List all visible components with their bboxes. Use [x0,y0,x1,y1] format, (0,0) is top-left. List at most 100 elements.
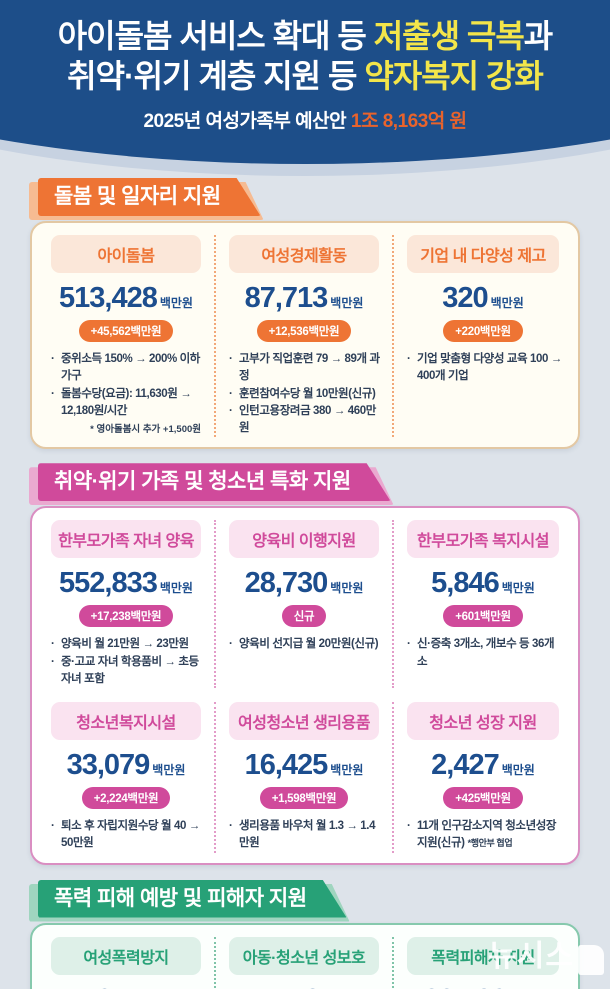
title-line-2: 취약·위기 계층 지원 등 약자복지 강화 [67,58,544,94]
amount-value: 320 [442,282,488,314]
card-amount: 5,518백만원 [223,984,385,989]
bullet-list: · 양육비 선지급 월 20만원(신규) [223,636,385,653]
card-title: 청소년 성장 지원 [407,702,559,740]
header-navy-background [0,0,610,164]
section-vulnerable-families-youth-ribbon: 취약·위기 가족 및 청소년 특화 지원 [38,463,391,501]
card-youth-welfare-facilities: 청소년복지시설 33,079 백만원 +2,224백만원 · 퇴소 후 자립지원수당… [38,702,216,853]
card-women-economic-activity: 여성경제활동 87,713 백만원 +12,536백만원 · 고부가 직업훈련 79… [216,235,394,438]
section-care-and-jobs-ribbon: 돌봄 및 일자리 지원 [38,178,261,216]
bullet-list: · 기업 맞춤형 다양성 교육 100 → 400개 기업 [401,351,565,386]
card-child-youth-sexual-protection: 아동·청소년 성보호 5,518백만원 +115백만원 ·아동·청소년 온라인성… [216,936,394,989]
bullet-item: · 중·고교 자녀 학용품비 → 초등 자녀 포함 [51,655,199,685]
amount-value: 82,580 [424,984,508,989]
section-care-and-jobs: 돌봄 및 일자리 지원 아이돌봄 513,428 백만원 +45,562백만원 ·… [30,178,580,450]
amount-unit: 백만원 [330,296,364,310]
delta-badge: +12,536백만원 [256,320,352,342]
bullet-item: · 기업 맞춤형 다양성 교육 100 → 400개 기업 [407,353,562,383]
card-amount: 2,427 백만원 [401,749,565,782]
card-title: 한부모가족 복지시설 [407,520,559,559]
new-badge: 신규 [281,605,327,628]
card-amount: 28,730 백만원 [223,567,385,600]
section-violence-prevention-panel: 여성폭력방지 4,054백만원 +639백만원 ·교제폭력, 스토킹, 성적허위… [30,922,580,989]
amount-unit: 백만원 [330,581,364,596]
newsis-logo-icon [578,945,604,975]
amount-value: 33,079 [66,749,151,781]
bullet-list: · 신·증축 3개소, 개보수 등 36개소 [401,636,565,671]
card-amount: 320 백만원 [401,282,565,315]
section-title: 취약·위기 가족 및 청소년 특화 지원 [38,463,391,501]
card-amount: 4,054백만원 [45,984,207,989]
header-banner: 아이돌봄 서비스 확대 등 저출생 극복과 취약·위기 계층 지원 등 약자복지… [0,0,610,178]
bullet-list: · 양육비 월 21만원 → 23만원 · 중·고교 자녀 학용품비 → 초등 자녀… [45,636,207,688]
bullet-list: · 생리용품 바우처 월 1.3 → 1.4만원 [223,818,385,853]
card-single-parent-child-rearing: 한부모가족 자녀 양육 552,833 백만원 +17,238백만원 · 양육비 월… [38,520,216,688]
amount-value: 87,713 [244,282,329,314]
delta-badge: +2,224백만원 [81,787,171,809]
amount-unit: 백만원 [501,763,535,777]
amount-value: 2,427 [431,749,500,781]
delta-badge: +220백만원 [443,320,523,342]
amount-value: 16,425 [244,749,329,781]
bullet-item: · 퇴소 후 자립지원수당 월 40 → 50만원 [51,820,200,850]
bullet-item: · 양육비 선지급 월 20만원(신규) [229,638,379,651]
main-title: 아이돌봄 서비스 확대 등 저출생 극복과 취약·위기 계층 지원 등 약자복지… [0,16,610,96]
bullet-item: · 돌봄수당(요금): 11,630원 → 12,180원/시간 [51,387,192,417]
card-child-care: 아이돌봄 513,428 백만원 +45,562백만원 · 중위소득 150% → … [38,235,216,438]
card-amount: 87,713 백만원 [223,282,385,315]
card-title: 청소년복지시설 [51,702,201,740]
card-amount: 82,580백만원 [401,984,565,989]
card-title: 한부모가족 자녀 양육 [51,520,201,559]
card-footnote: * 영아돌봄시 추가 +1,500원 [90,424,201,435]
bullet-list: · 퇴소 후 자립지원수당 월 40 → 50만원 [45,818,207,853]
bullet-list: · 중위소득 150% → 200% 이하 가구 · 돌봄수당(요금): 11,63… [45,351,207,420]
amount-value: 513,428 [59,282,158,314]
amount-unit: 백만원 [159,581,193,596]
card-child-support-enforcement: 양육비 이행지원 28,730 백만원 신규 · 양육비 선지급 월 20만원(신규… [216,520,394,688]
amount-value: 4,054 [74,984,143,989]
amount-value: 5,846 [431,567,500,600]
section-vulnerable-families-youth: 취약·위기 가족 및 청소년 특화 지원 한부모가족 자녀 양육 552,833… [30,463,580,865]
card-youth-growth-support: 청소년 성장 지원 2,427 백만원 +425백만원 · 11개 인구감소지역 청… [394,702,572,853]
bullet-item: · 고부가 직업훈련 79 → 89개 과정 [229,353,380,383]
newsis-watermark: 뉴시스 [488,931,604,975]
card-title: 여성폭력방지 [51,936,201,975]
watermark-text: 뉴시스 [488,940,574,973]
title-highlight-low-birth: 저출생 극복 [373,18,525,54]
bullet-item: · 중위소득 150% → 200% 이하 가구 [51,353,200,383]
card-title: 폭력피해자 지원 [407,936,559,975]
budget-subtitle: 2025년 여성가족부 예산안 1조 8,163억 원 [143,111,467,132]
section-violence-prevention-ribbon: 폭력 피해 예방 및 피해자 지원 [38,880,347,918]
amount-value: 552,833 [59,567,158,600]
delta-badge: +425백만원 [443,787,523,809]
card-amount: 16,425 백만원 [223,749,385,782]
title-highlight-welfare: 약자복지 강화 [364,58,544,94]
section-title: 폭력 피해 예방 및 피해자 지원 [38,880,347,918]
bullet-list: · 11개 인구감소지역 청소년성장 지원(신규) *행안부 협업 [401,818,565,853]
bullet-item: · 생리용품 바우처 월 1.3 → 1.4만원 [229,820,376,850]
amount-unit: 백만원 [330,763,364,777]
card-amount: 33,079 백만원 [45,749,207,782]
bullet-item: · 11개 인구감소지역 청소년성장 지원(신규) *행안부 협업 [407,820,557,850]
bullet-item: · 양육비 월 21만원 → 23만원 [51,638,189,651]
card-title: 여성경제활동 [229,235,379,273]
card-corporate-diversity: 기업 내 다양성 제고 320 백만원 +220백만원 · 기업 맞춤형 다양성 교… [394,235,572,437]
delta-badge: +45,562백만원 [78,320,174,342]
section-title: 돌봄 및 일자리 지원 [38,178,261,216]
bullet-list: · 고부가 직업훈련 79 → 89개 과정 · 훈련참여수당 월 10만원(신규)… [223,351,385,437]
card-violence-victim-support: 폭력피해자 지원 82,580백만원 +3,729백만원 ·디지털성범죄 지역특… [394,936,572,989]
section-violence-prevention: 폭력 피해 예방 및 피해자 지원 여성폭력방지 4,054백만원 +639백만… [30,880,580,989]
card-title: 여성청소년 생리용품 [229,702,379,740]
section-care-and-jobs-panel: 아이돌봄 513,428 백만원 +45,562백만원 · 중위소득 150% → … [30,221,580,450]
bullet-item: · 인턴고용장려금 380 → 460만원 [229,404,376,434]
bullet-item: · 신·증축 3개소, 개보수 등 36개소 [407,638,555,668]
card-title: 아동·청소년 성보호 [229,936,379,975]
amount-unit: 백만원 [501,581,535,596]
card-footnote: *행안부 협업 [467,838,513,849]
card-female-youth-sanitary-products: 여성청소년 생리용품 16,425 백만원 +1,598백만원 · 생리용품 바우처… [216,702,394,853]
amount-unit: 백만원 [490,296,524,310]
delta-badge: +17,238백만원 [78,605,174,628]
card-title: 기업 내 다양성 제고 [407,235,559,273]
section-vulnerable-families-youth-panel: 한부모가족 자녀 양육 552,833 백만원 +17,238백만원 · 양육비 월… [30,506,580,865]
card-amount: 5,846 백만원 [401,567,565,600]
card-single-parent-welfare-facilities: 한부모가족 복지시설 5,846 백만원 +601백만원 · 신·증축 3개소, 개… [394,520,572,688]
